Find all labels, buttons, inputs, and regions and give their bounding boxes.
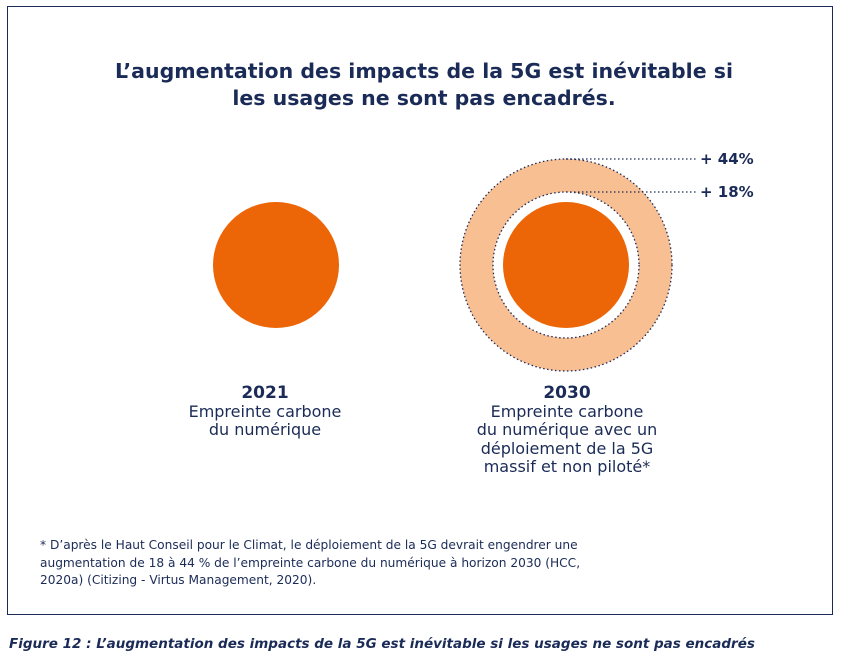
annotation-44: + 44% <box>700 150 754 168</box>
figure-caption: Figure 12 : L’augmentation des impacts d… <box>9 636 755 652</box>
figure-frame <box>7 6 833 615</box>
year-2030: 2030 <box>543 383 591 403</box>
caption-2030-line-4: massif et non piloté* <box>483 457 651 476</box>
footnote-line-3: 2020a) (Citizing - Virtus Management, 20… <box>40 573 317 587</box>
footnote: * D’après le Haut Conseil pour le Climat… <box>40 537 620 590</box>
title-line-1: L’augmentation des impacts de la 5G est … <box>115 59 733 83</box>
caption-2021-line-1: Empreinte carbone <box>188 401 342 421</box>
annotation-18: + 18% <box>700 183 754 201</box>
caption-2030-line-1: Empreinte carbone <box>490 401 644 421</box>
caption-2030-line-3: déploiement de la 5G <box>480 438 654 458</box>
year-2021: 2021 <box>241 383 289 403</box>
caption-2030: 2030 Empreinte carbone du numérique avec… <box>452 384 682 477</box>
footnote-line-1: * D’après le Haut Conseil pour le Climat… <box>40 538 578 552</box>
footnote-line-2: augmentation de 18 à 44 % de l’empreinte… <box>40 555 581 570</box>
diagram-title: L’augmentation des impacts de la 5G est … <box>0 58 848 112</box>
outer-dotted-outline <box>459 158 673 372</box>
caption-2021-line-2: du numérique <box>208 420 322 439</box>
circle-2030-inner <box>503 202 629 328</box>
caption-2030-line-2: du numérique avec un <box>476 420 658 439</box>
title-line-2: les usages ne sont pas encadrés. <box>232 86 616 110</box>
circle-2021 <box>213 202 339 328</box>
middle-dotted-outline <box>492 191 640 339</box>
caption-2021: 2021 Empreinte carbone du numérique <box>160 384 370 440</box>
